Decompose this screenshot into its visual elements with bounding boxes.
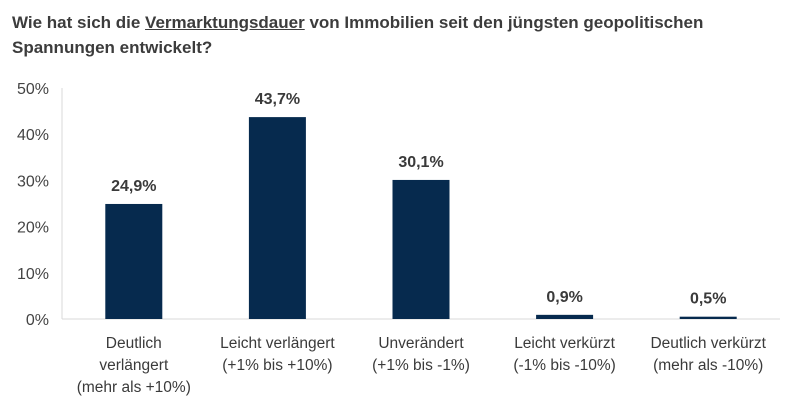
bar — [248, 117, 306, 319]
data-label: 0,9% — [546, 289, 582, 306]
chart-title: Wie hat sich die Vermarktungsdauer von I… — [12, 10, 712, 60]
title-part-underlined: Vermarktungsdauer — [145, 13, 305, 32]
y-tick-label: 50% — [17, 81, 49, 98]
x-category-label: (-1% bis -10%) — [513, 357, 616, 374]
bar — [392, 179, 450, 319]
x-category-label: Unverändert — [378, 335, 464, 352]
data-label: 43,7% — [255, 91, 300, 108]
y-tick-label: 0% — [26, 312, 49, 329]
data-label: 30,1% — [398, 154, 443, 171]
x-category-label: Deutlich — [106, 335, 162, 352]
x-category-label: verlängert — [99, 357, 169, 374]
y-tick-label: 20% — [17, 220, 49, 237]
title-part-1: Wie hat sich die — [12, 13, 146, 32]
x-category-label: (+1% bis +10%) — [222, 357, 332, 374]
y-tick-label: 10% — [17, 266, 49, 283]
y-tick-label: 40% — [17, 127, 49, 144]
x-category-label: Deutlich verkürzt — [650, 335, 766, 352]
bar — [536, 314, 594, 319]
y-tick-label: 30% — [17, 173, 49, 190]
title-part-2: von Immobilien seit den jüngsten geopoli… — [12, 13, 704, 57]
x-category-label: Leicht verkürzt — [514, 335, 615, 352]
x-category-label: (mehr als -10%) — [653, 357, 763, 374]
bar — [105, 203, 163, 319]
data-label: 24,9% — [111, 178, 156, 195]
x-category-label: Leicht verlängert — [220, 335, 335, 352]
data-label: 0,5% — [690, 291, 726, 308]
x-category-label: (+1% bis -1%) — [372, 357, 470, 374]
x-category-label: (mehr als +10%) — [77, 379, 191, 396]
bar — [679, 316, 737, 319]
